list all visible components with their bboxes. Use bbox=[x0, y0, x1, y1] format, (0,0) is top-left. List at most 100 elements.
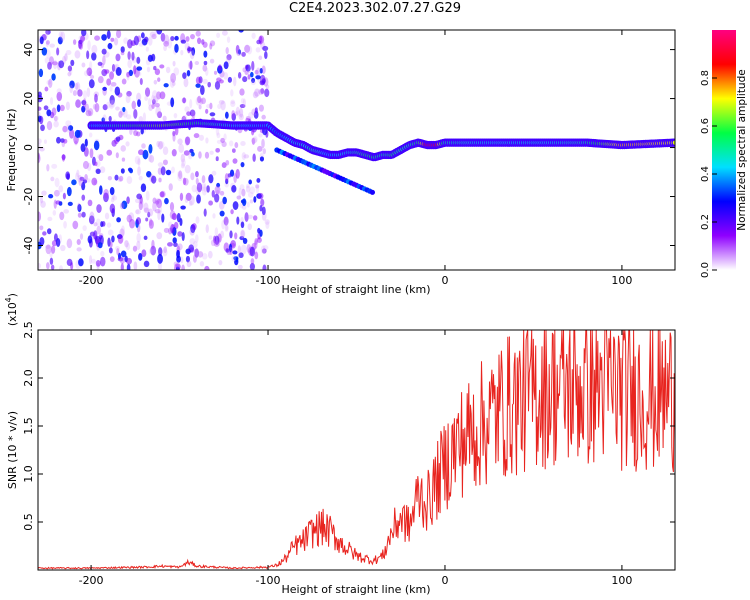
noise-blob bbox=[116, 217, 121, 223]
noise-blob bbox=[49, 97, 54, 106]
noise-blob bbox=[147, 152, 152, 162]
noise-blob bbox=[59, 104, 65, 112]
noise-blob bbox=[84, 138, 88, 147]
noise-blob bbox=[221, 141, 227, 148]
noise-blob bbox=[180, 39, 187, 44]
noise-blob bbox=[129, 168, 134, 174]
noise-blob bbox=[258, 88, 265, 95]
noise-blob bbox=[81, 100, 87, 106]
noise-blob bbox=[201, 39, 205, 45]
noise-blob bbox=[74, 82, 79, 90]
noise-blob bbox=[85, 110, 92, 117]
noise-blob bbox=[140, 183, 147, 192]
noise-blob bbox=[199, 261, 205, 267]
noise-blob bbox=[225, 248, 230, 253]
noise-blob bbox=[226, 54, 232, 61]
noise-blob bbox=[209, 150, 214, 155]
noise-blob bbox=[138, 201, 143, 211]
noise-blob bbox=[159, 92, 165, 99]
noise-blob bbox=[188, 152, 193, 160]
noise-blob bbox=[251, 137, 257, 144]
noise-blob bbox=[248, 179, 252, 185]
noise-blob bbox=[172, 237, 177, 244]
noise-blob bbox=[231, 255, 237, 262]
noise-blob bbox=[47, 61, 52, 70]
noise-blob bbox=[151, 98, 156, 105]
noise-blob bbox=[200, 97, 206, 105]
noise-blob bbox=[176, 212, 181, 223]
noise-blob bbox=[58, 31, 63, 39]
noise-blob bbox=[94, 35, 101, 41]
noise-blob bbox=[231, 184, 237, 193]
noise-blob bbox=[179, 218, 183, 226]
noise-blob bbox=[109, 94, 115, 105]
noise-blob bbox=[60, 31, 66, 42]
noise-blob bbox=[257, 227, 261, 234]
noise-blob bbox=[180, 162, 186, 169]
noise-blob bbox=[188, 244, 194, 253]
noise-blob bbox=[259, 205, 263, 212]
noise-blob bbox=[247, 191, 254, 198]
noise-blob bbox=[139, 78, 143, 86]
noise-blob bbox=[195, 170, 199, 178]
noise-blob bbox=[55, 238, 61, 247]
noise-blob bbox=[83, 90, 87, 100]
noise-blob bbox=[108, 115, 112, 122]
noise-blob bbox=[135, 209, 140, 215]
noise-blob bbox=[264, 219, 270, 225]
noise-blob bbox=[141, 249, 147, 257]
noise-blob bbox=[39, 196, 43, 204]
noise-blob bbox=[226, 36, 231, 44]
noise-blob bbox=[59, 265, 64, 270]
noise-blob bbox=[143, 207, 150, 214]
noise-blob bbox=[165, 66, 171, 74]
noise-blob bbox=[213, 70, 218, 75]
noise-blob bbox=[65, 120, 72, 127]
colorbar-tick-label: 0.8 bbox=[700, 70, 711, 86]
noise-blob bbox=[62, 125, 68, 133]
noise-blob bbox=[47, 216, 53, 222]
noise-blob bbox=[63, 209, 69, 214]
noise-blob bbox=[147, 54, 153, 62]
noise-blob bbox=[251, 137, 256, 145]
x-tick-label: 100 bbox=[611, 574, 632, 587]
noise-blob bbox=[134, 198, 141, 204]
noise-blob bbox=[164, 34, 170, 45]
noise-blob bbox=[71, 179, 77, 186]
noise-blob bbox=[45, 40, 50, 45]
noise-blob bbox=[261, 138, 265, 149]
noise-blob bbox=[214, 193, 220, 203]
noise-blob bbox=[89, 211, 95, 222]
noise-blob bbox=[243, 154, 250, 159]
noise-blob bbox=[126, 72, 130, 81]
noise-blob bbox=[38, 152, 41, 160]
noise-blob bbox=[205, 67, 209, 77]
noise-blob bbox=[261, 248, 267, 254]
noise-blob bbox=[255, 184, 260, 189]
noise-blob bbox=[254, 251, 259, 260]
noise-blob bbox=[261, 206, 266, 216]
noise-blob bbox=[225, 47, 229, 55]
noise-blob bbox=[101, 48, 107, 55]
noise-blob bbox=[196, 194, 201, 204]
noise-blob bbox=[147, 97, 152, 107]
noise-blob bbox=[38, 142, 41, 148]
noise-blob bbox=[38, 68, 44, 78]
noise-blob bbox=[169, 202, 175, 212]
noise-blob bbox=[127, 59, 133, 69]
noise-blob bbox=[227, 76, 233, 83]
noise-blob bbox=[118, 111, 123, 118]
noise-blob bbox=[48, 56, 54, 65]
noise-blob bbox=[67, 201, 73, 207]
noise-blob bbox=[190, 151, 195, 157]
noise-blob bbox=[133, 261, 138, 270]
noise-blob bbox=[88, 79, 95, 89]
noise-blob bbox=[195, 96, 202, 106]
noise-blob bbox=[206, 103, 212, 109]
noise-blob bbox=[144, 87, 151, 97]
noise-blob bbox=[198, 151, 202, 159]
noise-blob bbox=[93, 179, 98, 186]
noise-blob bbox=[255, 75, 261, 80]
noise-blob bbox=[213, 240, 220, 247]
noise-blob bbox=[245, 185, 251, 193]
